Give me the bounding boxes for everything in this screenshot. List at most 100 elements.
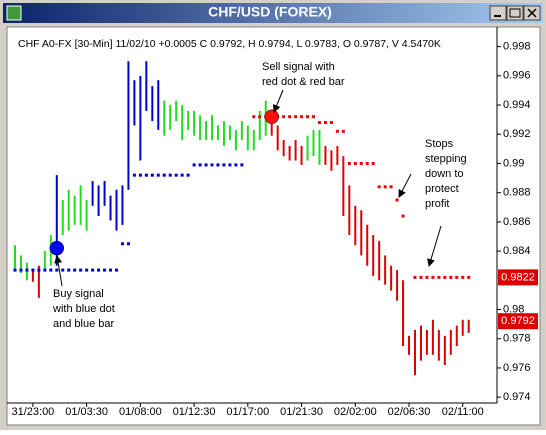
y-tick-label: 0.99 <box>503 157 524 169</box>
x-tick-label: 01/08:00 <box>119 406 162 418</box>
stop-dot <box>312 115 315 119</box>
annotation: protect <box>425 183 459 195</box>
stop-dot <box>61 268 65 272</box>
annotation: stepping <box>425 153 467 165</box>
stop-dot <box>13 268 17 272</box>
annotation: red dot & red bar <box>262 76 345 88</box>
signal-dot <box>49 240 65 256</box>
annotation: profit <box>425 198 449 210</box>
y-tick-label: 0.994 <box>503 99 531 111</box>
buy-arrow <box>54 255 63 287</box>
annotation: with blue dot <box>52 303 115 315</box>
title-bar <box>3 3 543 23</box>
y-tick-label: 0.974 <box>503 391 531 403</box>
y-tick-label: 0.98 <box>503 303 524 315</box>
stop-dot <box>97 268 101 272</box>
stop-dot <box>461 275 465 279</box>
stop-dot <box>449 275 453 279</box>
stop-dot <box>150 173 154 177</box>
stop-dot <box>252 115 256 119</box>
signal-dot <box>264 109 279 124</box>
stop-dot <box>79 268 83 272</box>
stop-dot <box>85 268 89 272</box>
stop-dot <box>180 173 184 177</box>
x-tick-label: 02/06:30 <box>388 406 431 418</box>
stop-dot <box>258 115 262 119</box>
x-tick-label: 01/12:30 <box>173 406 216 418</box>
stop-dot <box>341 129 345 133</box>
stop-dot <box>425 275 429 279</box>
stop-dot <box>55 268 59 272</box>
stop-dot <box>329 121 333 125</box>
window-buttons[interactable] <box>489 5 541 21</box>
x-tick-label: 01/03:30 <box>65 406 108 418</box>
stop-dot <box>371 161 375 165</box>
y-tick-label: 0.988 <box>503 187 531 199</box>
stop-dot <box>317 121 321 125</box>
minimize-button[interactable] <box>489 5 507 21</box>
stop-arrow <box>427 225 442 267</box>
stop-dot <box>132 173 136 177</box>
stop-dot <box>67 268 71 272</box>
stop-dot <box>419 275 423 279</box>
stop-dot <box>204 163 208 167</box>
chart-panel <box>6 26 541 426</box>
annotation: Sell signal with <box>262 61 335 73</box>
price-label-box <box>498 269 538 286</box>
stop-dot <box>31 268 35 272</box>
stop-dot <box>353 161 357 165</box>
app-icon <box>6 5 22 21</box>
stop-dot <box>144 173 148 177</box>
y-tick-label: 0.992 <box>503 128 531 140</box>
stop-dot <box>174 173 178 177</box>
y-tick-label: 0.986 <box>503 216 531 228</box>
maximize-button[interactable] <box>506 5 524 21</box>
stop-dot <box>73 268 77 272</box>
x-tick-label: 01/21:30 <box>280 406 323 418</box>
stop-dot <box>228 163 232 167</box>
y-tick-label: 0.978 <box>503 333 531 345</box>
stop-dot <box>377 185 381 189</box>
stop-dot <box>222 163 226 167</box>
stop-dot <box>300 115 304 119</box>
stop-dot <box>240 163 244 167</box>
plot: 0.998 0.996 0.994 0.992 0.99 0.988 0.986 0.984 0… <box>11 41 538 418</box>
y-tick-label: 0.984 <box>503 245 531 257</box>
x-tick-label: 02/02:00 <box>334 406 377 418</box>
stop-dot <box>359 161 363 165</box>
window-title: CHF/USD (FOREX) <box>208 4 332 20</box>
chart-header: CHF A0-FX [30-Min] 11/02/10 +0.0005 C 0.… <box>18 38 441 50</box>
stop-dot <box>186 173 190 177</box>
stop-dot <box>216 163 220 167</box>
x-tick-label: 02/11:00 <box>442 406 484 418</box>
sell-arrow <box>272 89 284 113</box>
stop-dot <box>288 115 292 119</box>
x-tick-label: 31/23:00 <box>11 406 54 418</box>
stop-dot <box>401 214 405 218</box>
stop-dot <box>323 121 327 125</box>
stop-dot <box>383 185 387 189</box>
x-tick-label: 01/17:00 <box>226 406 269 418</box>
stop-dot <box>282 115 286 119</box>
stop-dot <box>156 173 160 177</box>
stop-dot <box>120 242 124 246</box>
stop-dot <box>443 275 447 279</box>
stop-dot <box>389 185 393 189</box>
stop-dot <box>168 173 172 177</box>
stop-dot <box>395 198 399 202</box>
stop-dot <box>413 275 417 279</box>
price-label: 0.9822 <box>501 271 535 283</box>
price-label-box <box>498 313 538 330</box>
stop-dot <box>437 275 441 279</box>
stop-dot <box>347 161 351 165</box>
stop-dot <box>138 173 142 177</box>
y-tick-label: 0.976 <box>503 362 531 374</box>
stop-dot <box>335 129 339 133</box>
stop-dot <box>103 268 107 272</box>
stop-dot <box>455 275 459 279</box>
close-glyph <box>527 8 537 18</box>
stop-dot <box>126 242 130 246</box>
annotation: and blue bar <box>53 318 114 330</box>
